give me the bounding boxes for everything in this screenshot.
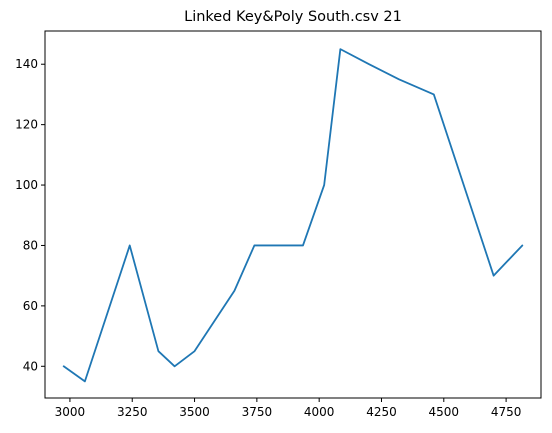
x-tick-label: 4000 [304,405,335,419]
y-tick-label: 60 [23,299,38,313]
y-tick-label: 120 [15,118,38,132]
series-line [62,48,524,383]
x-tick-label: 3500 [179,405,210,419]
y-tick-label: 100 [15,178,38,192]
series-layer [62,48,524,383]
y-tick-label: 80 [23,238,38,252]
x-tick-label: 4750 [491,405,522,419]
x-tick-label: 3000 [55,405,86,419]
x-tick-label: 4500 [429,405,460,419]
x-tick-label: 4250 [366,405,397,419]
y-axis: 40 60 80 100 120 140 [15,57,45,373]
x-tick-label: 3250 [117,405,148,419]
x-tick-label: 3750 [242,405,273,419]
x-axis: 3000 3250 3500 3750 4000 4250 4500 4750 [55,398,522,419]
plot-area-frame [44,30,542,399]
chart-title: Linked Key&Poly South.csv 21 [184,9,402,25]
y-tick-label: 140 [15,57,38,71]
y-tick-label: 40 [23,359,38,373]
